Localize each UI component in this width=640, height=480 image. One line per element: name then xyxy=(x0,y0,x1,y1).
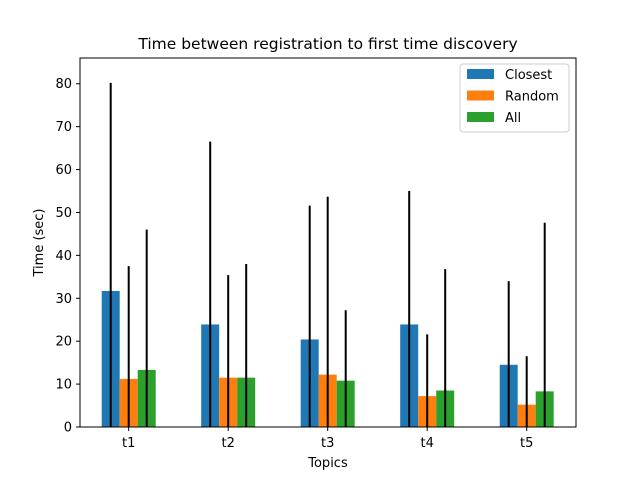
error-bars-layer xyxy=(109,82,546,427)
legend-label-closest: Closest xyxy=(505,68,552,83)
y-tick-label: 70 xyxy=(55,120,72,135)
x-tick-label-t5: t5 xyxy=(520,436,533,451)
x-tick-label-t4: t4 xyxy=(421,436,434,451)
y-axis: 0 10 20 30 40 50 60 70 80 xyxy=(55,77,80,436)
legend: Closest Random All xyxy=(459,63,570,133)
y-tick-label: 20 xyxy=(55,335,72,350)
x-tick-label-t1: t1 xyxy=(122,436,135,451)
legend-label-random: Random xyxy=(505,90,559,105)
y-tick-label: 60 xyxy=(55,163,72,178)
x-tick-label-t3: t3 xyxy=(321,436,334,451)
y-tick-label: 30 xyxy=(55,292,72,307)
x-tick-label-t2: t2 xyxy=(222,436,235,451)
x-axis: t1 t2 t3 t4 t5 xyxy=(122,427,533,451)
legend-swatch-random xyxy=(467,90,494,101)
y-tick-label: 80 xyxy=(55,77,72,92)
legend-swatch-all xyxy=(467,112,494,122)
y-tick-label: 40 xyxy=(55,249,72,264)
y-tick-label: 10 xyxy=(55,378,72,393)
y-tick-label: 50 xyxy=(55,206,72,221)
legend-label-all: All xyxy=(505,111,521,126)
y-axis-label: Time (sec) xyxy=(32,208,47,277)
x-axis-label: Topics xyxy=(307,456,348,471)
legend-swatch-closest xyxy=(467,69,494,79)
chart-title: Time between registration to first time … xyxy=(137,35,517,53)
y-tick-label: 0 xyxy=(64,421,72,436)
